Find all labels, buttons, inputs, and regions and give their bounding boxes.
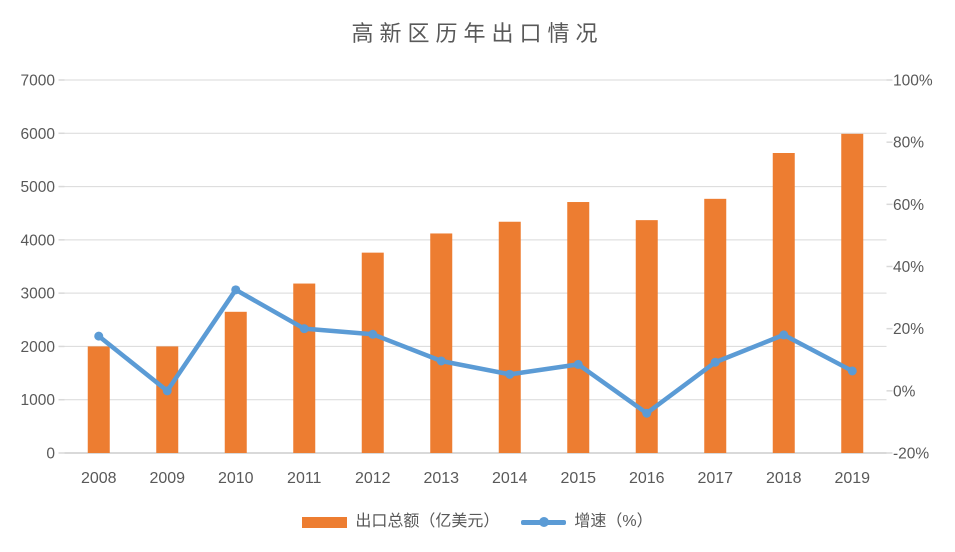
bar-2008 xyxy=(87,346,110,453)
left-axis-label: 5000 xyxy=(21,179,56,196)
x-axis-label: 2019 xyxy=(834,470,870,487)
right-axis-label: 60% xyxy=(893,197,924,214)
growth-marker-2017 xyxy=(710,357,720,367)
growth-marker-2019 xyxy=(847,366,857,376)
x-axis-label: 2010 xyxy=(218,470,254,487)
legend-bar-label: 出口总额（亿美元） xyxy=(355,513,500,530)
left-axis-label: 3000 xyxy=(21,286,56,303)
right-axis-label: 40% xyxy=(893,259,924,276)
x-axis-label: 2014 xyxy=(492,470,528,487)
bar-2014 xyxy=(498,221,521,453)
left-axis-label: 6000 xyxy=(21,126,56,143)
legend-bar-swatch-icon xyxy=(302,516,348,528)
chart-title: 高新区历年出口情况 xyxy=(351,21,604,46)
bar-2019 xyxy=(841,133,864,453)
right-axis-label: -20% xyxy=(893,446,929,463)
bar-2009 xyxy=(156,346,179,453)
growth-marker-2018 xyxy=(779,330,789,340)
x-axis-label: 2008 xyxy=(81,470,117,487)
x-axis-label: 2017 xyxy=(697,470,733,487)
growth-marker-2009 xyxy=(162,386,172,396)
left-axis-label: 0 xyxy=(46,446,55,463)
bar-2013 xyxy=(430,233,453,453)
bar-2010 xyxy=(224,311,247,453)
bar-2015 xyxy=(567,202,590,453)
right-axis-label: 0% xyxy=(893,383,916,400)
left-axis-label: 7000 xyxy=(21,73,56,90)
growth-marker-2010 xyxy=(231,285,241,295)
legend-line-marker-icon xyxy=(538,517,549,527)
growth-marker-2015 xyxy=(573,359,583,369)
x-axis-label: 2012 xyxy=(355,470,391,487)
bar-2016 xyxy=(635,220,658,453)
x-axis-label: 2016 xyxy=(629,470,665,487)
left-axis-label: 4000 xyxy=(21,232,56,249)
x-axis-label: 2011 xyxy=(287,470,322,487)
growth-marker-2016 xyxy=(642,408,652,418)
growth-marker-2013 xyxy=(436,356,446,366)
x-axis-label: 2015 xyxy=(560,470,596,487)
left-axis-label: 1000 xyxy=(21,392,56,409)
legend-line-swatch-icon xyxy=(521,517,567,527)
growth-marker-2014 xyxy=(505,369,515,379)
legend: 出口总额（亿美元） 增速（%） xyxy=(0,506,955,538)
bar-2017 xyxy=(704,198,727,453)
x-axis-label: 2013 xyxy=(423,470,459,487)
bar-2011 xyxy=(293,283,316,453)
x-axis-label: 2009 xyxy=(149,470,185,487)
x-axis-label: 2018 xyxy=(766,470,802,487)
bar-2012 xyxy=(361,252,384,453)
legend-line-label: 增速（%） xyxy=(574,513,653,530)
right-axis-label: 20% xyxy=(893,321,924,338)
right-axis-label: 80% xyxy=(893,135,924,152)
growth-marker-2008 xyxy=(94,331,104,341)
bar-2018 xyxy=(772,153,795,453)
growth-marker-2012 xyxy=(368,329,378,339)
right-axis-label: 100% xyxy=(893,73,933,90)
growth-marker-2011 xyxy=(299,324,309,334)
left-axis-label: 2000 xyxy=(21,339,56,356)
growth-line xyxy=(96,287,855,416)
